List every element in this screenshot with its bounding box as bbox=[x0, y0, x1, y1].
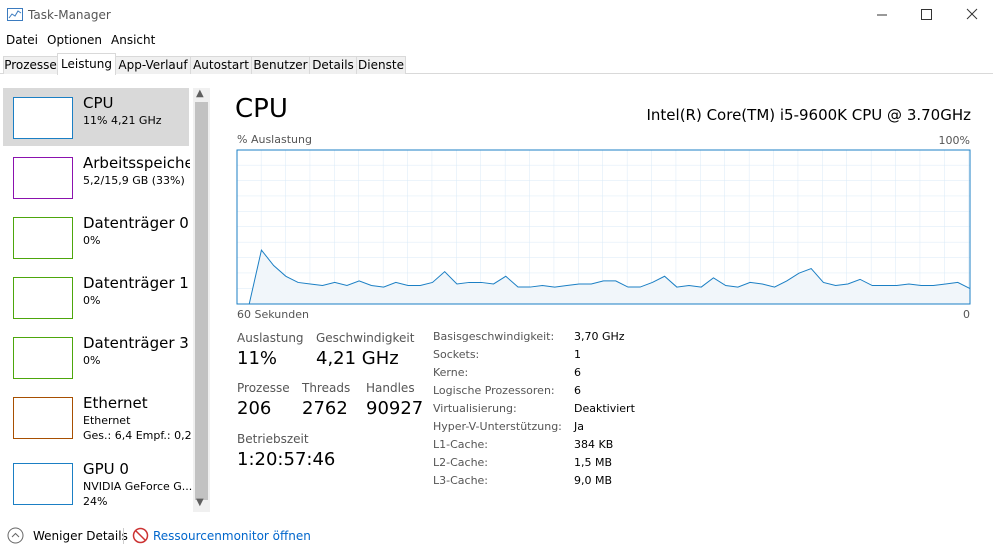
window-title: Task-Manager bbox=[28, 8, 111, 22]
detail-label: Virtualisierung: bbox=[433, 402, 517, 415]
detail-value: Deaktiviert bbox=[574, 402, 635, 415]
tab[interactable]: Benutzer bbox=[251, 56, 310, 74]
detail-value: 6 bbox=[574, 366, 581, 379]
sidebar-detail: 11% 4,21 GHz bbox=[83, 114, 162, 127]
monitor-icon bbox=[132, 527, 149, 544]
sidebar-detail: 5,2/15,9 GB (33%) bbox=[83, 174, 185, 187]
stat-label: Betriebszeit bbox=[237, 432, 309, 446]
sidebar-name[interactable]: CPU bbox=[83, 94, 114, 112]
cpu-area bbox=[237, 250, 970, 304]
sidebar-name[interactable]: Datenträger 0 (D bbox=[83, 214, 190, 232]
scroll-up[interactable]: ▲ bbox=[196, 88, 204, 99]
stat-value: 2762 bbox=[302, 398, 348, 419]
sidebar-thumbnail bbox=[13, 337, 73, 379]
sidebar-thumbnail bbox=[13, 463, 73, 505]
sidebar-name[interactable]: Arbeitsspeicher bbox=[83, 154, 190, 172]
stat-value: 11% bbox=[237, 348, 278, 369]
scrollbar-thumb[interactable] bbox=[195, 102, 208, 500]
sidebar-thumbnail bbox=[13, 157, 73, 199]
stat-value: 90927 bbox=[366, 398, 424, 419]
stat-label: Prozesse bbox=[237, 381, 290, 395]
sidebar-detail: NVIDIA GeForce G... bbox=[83, 480, 193, 493]
separator bbox=[123, 528, 124, 544]
graph-border bbox=[236, 149, 971, 305]
detail-label: Basisgeschwindigkeit: bbox=[433, 330, 555, 343]
detail-label: L2-Cache: bbox=[433, 456, 489, 469]
tab[interactable]: App-Verlauf bbox=[115, 56, 191, 74]
stat-value: 1:20:57:46 bbox=[237, 449, 336, 470]
stat-label: Threads bbox=[302, 381, 351, 395]
sidebar-detail: 0% bbox=[83, 354, 101, 367]
sidebar-detail: Ges.: 6,4 Empf.: 0,2 M bbox=[83, 429, 193, 442]
cpu-graph: 100% 60 Sekunden 0 bbox=[236, 134, 971, 321]
x-tick-label: 60 Sekunden bbox=[237, 308, 309, 321]
stat-label: Auslastung bbox=[237, 331, 304, 345]
y-axis-label: % Auslastung bbox=[237, 133, 312, 146]
fewer-details[interactable]: Weniger Details bbox=[33, 529, 128, 543]
detail-value: Ja bbox=[574, 420, 584, 433]
detail-label: Logische Prozessoren: bbox=[433, 384, 555, 397]
stat-label: Handles bbox=[366, 381, 415, 395]
resource-monitor-link[interactable]: Ressourcenmonitor öffnen bbox=[153, 529, 311, 543]
sidebar-thumbnail bbox=[13, 217, 73, 259]
detail-label: Sockets: bbox=[433, 348, 480, 361]
detail-label: L3-Cache: bbox=[433, 474, 489, 487]
tab-border bbox=[0, 73, 993, 74]
detail-value: 9,0 MB bbox=[574, 474, 613, 487]
window-controls[interactable] bbox=[870, 0, 993, 30]
collapse-icon[interactable] bbox=[7, 527, 24, 544]
detail-label: L1-Cache: bbox=[433, 438, 489, 451]
cpu-title: CPU bbox=[235, 94, 288, 124]
detail-label: Kerne: bbox=[433, 366, 469, 379]
sidebar-name[interactable]: Ethernet bbox=[83, 394, 148, 412]
detail-label: Hyper-V-Unterstützung: bbox=[433, 420, 562, 433]
tab[interactable]: Details bbox=[309, 56, 357, 74]
app-icon bbox=[7, 8, 23, 21]
detail-value: 1,5 MB bbox=[574, 456, 613, 469]
sidebar-thumbnail bbox=[13, 397, 73, 439]
detail-value: 6 bbox=[574, 384, 581, 397]
graph-grid bbox=[237, 150, 970, 304]
y-tick-label: 100% bbox=[939, 134, 970, 147]
cpu-model: Intel(R) Core(TM) i5-9600K CPU @ 3.70GHz bbox=[646, 106, 971, 124]
sidebar-name[interactable]: Datenträger 1 (C bbox=[83, 274, 190, 292]
menu-item[interactable]: Ansicht bbox=[111, 33, 156, 47]
sidebar-detail: 24% bbox=[83, 495, 108, 508]
tab[interactable]: Dienste bbox=[356, 56, 406, 74]
sidebar-thumbnail bbox=[13, 97, 73, 139]
menu-item[interactable]: Optionen bbox=[47, 33, 103, 47]
tab[interactable]: Autostart bbox=[190, 56, 252, 74]
sidebar-name[interactable]: Datenträger 3 (E bbox=[83, 334, 190, 352]
tab[interactable]: Leistung bbox=[57, 53, 116, 75]
sidebar-detail: 0% bbox=[83, 294, 101, 307]
detail-value: 1 bbox=[574, 348, 581, 361]
sidebar-detail: Ethernet bbox=[83, 414, 131, 427]
scroll-down[interactable]: ▼ bbox=[196, 497, 204, 508]
detail-value: 384 KB bbox=[574, 438, 614, 451]
menu-item[interactable]: Datei bbox=[6, 33, 39, 47]
tab[interactable]: Prozesse bbox=[3, 56, 58, 74]
stat-value: 4,21 GHz bbox=[316, 348, 399, 369]
sidebar-thumbnail bbox=[13, 277, 73, 319]
x-tick-label: 0 bbox=[963, 308, 970, 321]
cpu-line bbox=[237, 248, 971, 305]
stat-value: 206 bbox=[237, 398, 272, 419]
stat-label: Geschwindigkeit bbox=[316, 331, 415, 345]
sidebar-name[interactable]: GPU 0 bbox=[83, 460, 129, 478]
detail-value: 3,70 GHz bbox=[574, 330, 625, 343]
sidebar-detail: 0% bbox=[83, 234, 101, 247]
